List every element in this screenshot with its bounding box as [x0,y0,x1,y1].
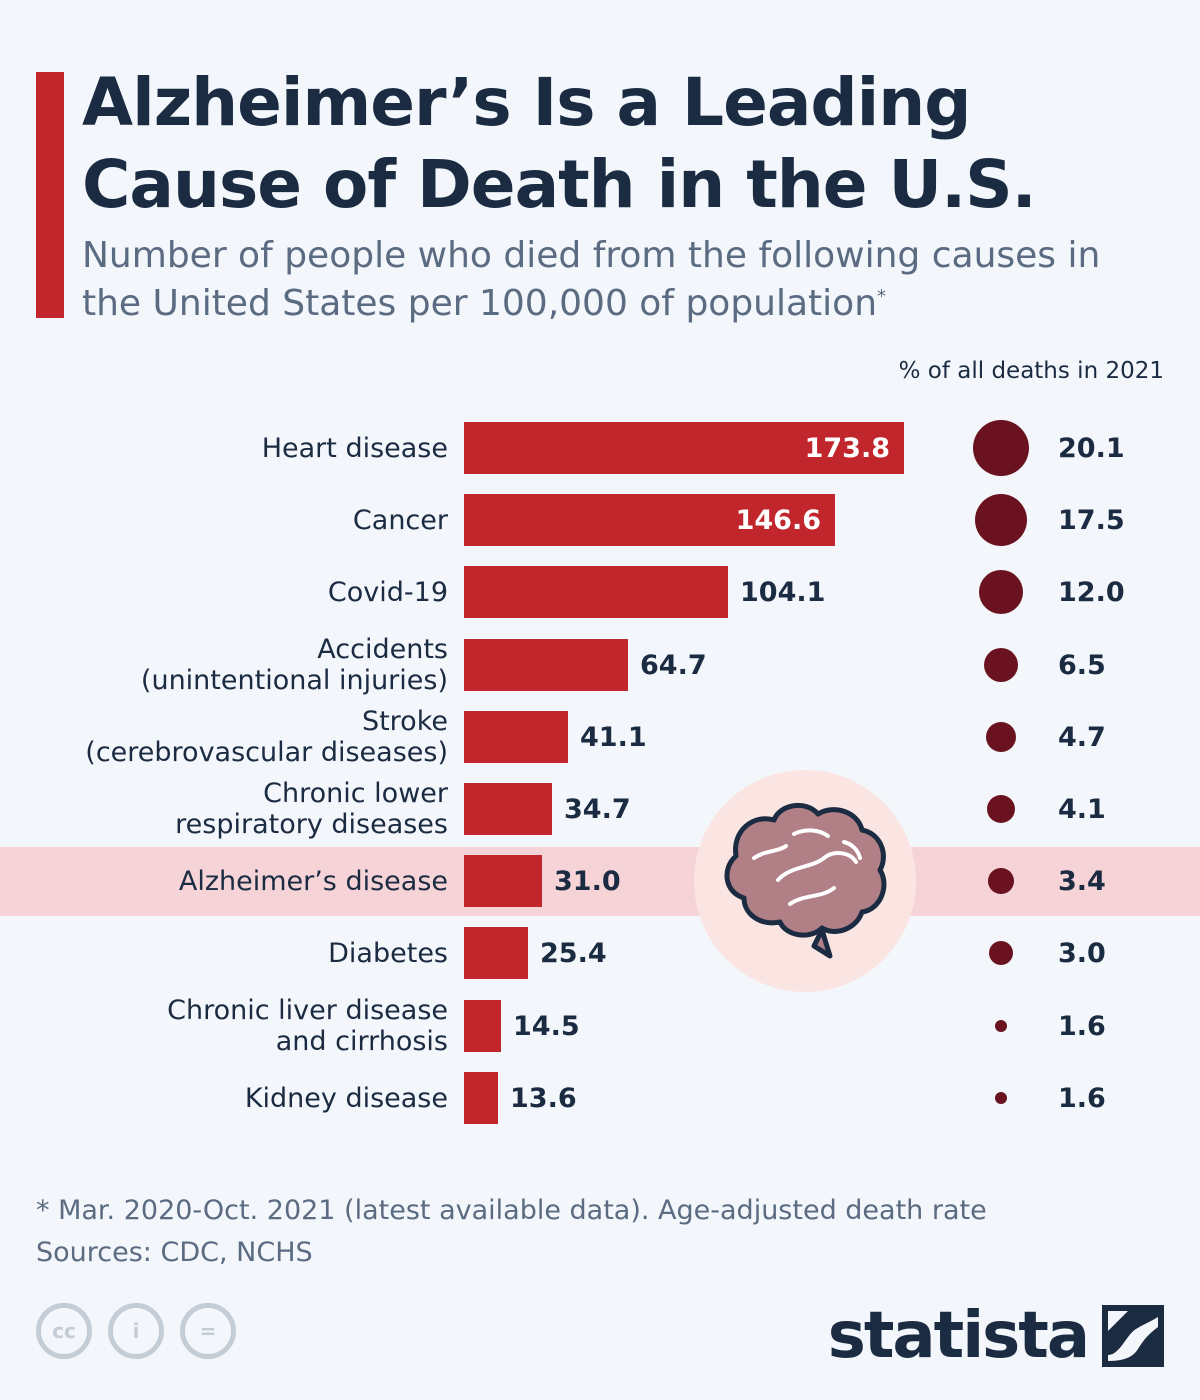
statista-logo-icon [1102,1305,1164,1367]
pct-column-header: % of all deaths in 2021 [898,358,1164,384]
pct-dot [985,721,1016,752]
attribution-icon[interactable]: i [108,1303,164,1359]
bar [464,783,552,835]
chart-row: Covid-19 104.1 12.0 [0,566,1200,618]
value-label: 34.7 [564,793,631,825]
chart-row: Diabetes 25.4 3.0 [0,927,1200,979]
category-label: Chronic lower respiratory diseases [175,778,448,840]
bar [464,1072,498,1124]
brain-icon [724,803,887,959]
category-label: Covid-19 [327,576,448,608]
category-label: Accidents (unintentional injuries) [140,634,448,696]
pct-dot [995,1020,1007,1032]
value-label: 146.6 [735,504,821,536]
brand[interactable]: statista [828,1300,1164,1372]
chart-row: Heart disease 173.8 20.1 [0,420,1200,476]
value-label: 25.4 [540,937,607,969]
no-derivatives-icon[interactable]: = [180,1303,236,1359]
brand-name: statista [827,1299,1090,1373]
footnote: * Mar. 2020-Oct. 2021 (latest available … [36,1190,987,1274]
footnote-note: * Mar. 2020-Oct. 2021 (latest available … [36,1195,987,1226]
category-label: Alzheimer’s disease [178,865,448,897]
chart-row: Kidney disease 13.6 1.6 [0,1072,1200,1124]
value-label: 104.1 [740,576,826,608]
chart-row: Chronic lower respiratory diseases 34.7 4.… [0,778,1200,840]
bar [464,711,568,763]
category-label: Diabetes [328,937,448,969]
value-label: 173.8 [804,432,890,464]
pct-dot [986,794,1016,824]
bar [464,566,728,618]
page-subtitle: Number of people who died from the follo… [82,232,1162,328]
category-label: Stroke (cerebrovascular diseases) [85,706,448,768]
footnote-sources: Sources: CDC, NCHS [36,1237,313,1268]
pct-label: 6.5 [1058,649,1106,681]
subtitle-text: Number of people who died from the follo… [82,235,1101,324]
pct-dot [995,1092,1007,1104]
pct-label: 4.1 [1058,793,1106,825]
chart-row: Accidents (unintentional injuries) 64.7 6.… [0,634,1200,696]
chart-row: Cancer 146.6 17.5 [0,493,1200,547]
pct-label: 17.5 [1058,504,1125,536]
value-label: 64.7 [640,649,707,681]
category-label: Kidney disease [244,1082,448,1114]
pct-dot [978,569,1024,615]
pct-label: 1.6 [1058,1010,1106,1042]
chart-row: Chronic liver disease and cirrhosis 14.5 1… [0,995,1200,1057]
chart-row: Alzheimer’s disease 31.0 3.4 [0,855,1200,907]
value-label: 13.6 [510,1082,577,1114]
pct-label: 4.7 [1058,721,1106,753]
bar [464,855,542,907]
pct-label: 20.1 [1058,432,1125,464]
cc-icon[interactable]: cc [36,1303,92,1359]
bar [464,1000,501,1052]
pct-dot [988,868,1014,894]
bar [464,494,835,546]
bar [464,422,904,474]
category-label: Heart disease [261,432,448,464]
pct-dot [988,940,1014,966]
category-label: Cancer [352,504,448,536]
license-icons: cc i = [36,1303,236,1359]
pct-label: 12.0 [1058,576,1125,608]
page-title: Alzheimer’s Is a Leading Cause of Death … [82,64,1037,223]
bar [464,927,528,979]
pct-dot [983,647,1019,683]
value-label: 31.0 [554,865,621,897]
pct-dot [974,493,1028,547]
pct-label: 1.6 [1058,1082,1106,1114]
pct-dot [973,420,1029,476]
pct-label: 3.4 [1058,865,1106,897]
subtitle-footnote-mark: * [877,286,887,307]
category-label: Chronic liver disease and cirrhosis [167,995,448,1057]
bar [464,639,628,691]
title-accent-bar [36,72,64,318]
pct-label: 3.0 [1058,937,1106,969]
value-label: 41.1 [580,721,647,753]
value-label: 14.5 [513,1010,580,1042]
chart-row: Stroke (cerebrovascular diseases) 41.1 4.7 [0,706,1200,768]
